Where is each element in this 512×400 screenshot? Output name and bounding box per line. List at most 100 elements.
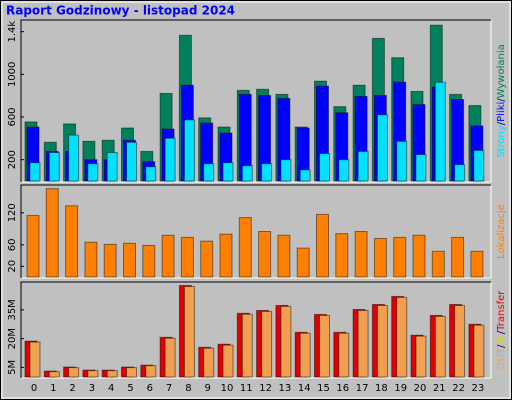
bar <box>68 134 80 182</box>
bar <box>412 234 426 278</box>
bar <box>338 159 350 182</box>
legend-entry: Strony <box>496 125 507 158</box>
bar <box>396 296 408 378</box>
bar <box>84 241 98 278</box>
legend-separator: / <box>496 330 507 334</box>
y-tick-label: 20 <box>7 260 18 273</box>
bar <box>48 371 60 378</box>
x-tick-label: 12 <box>259 383 272 394</box>
legend: Strony/Pliki/Wywołania <box>496 44 507 158</box>
bar <box>29 162 41 182</box>
bar <box>241 313 253 378</box>
bar <box>180 236 194 278</box>
bar <box>238 217 252 278</box>
bar <box>68 367 80 378</box>
legend: Lokalizacje <box>496 204 507 259</box>
bar <box>241 165 253 182</box>
bar <box>431 250 445 278</box>
bar <box>183 119 195 182</box>
bar <box>87 370 99 378</box>
bar <box>473 149 485 182</box>
legend-separator: / <box>496 98 507 102</box>
y-tick-label: 1000 <box>7 62 18 87</box>
x-tick-label: 0 <box>31 383 37 394</box>
x-tick-label: 20 <box>414 383 427 394</box>
legend-entry: Wywołania <box>496 44 507 98</box>
bar <box>222 162 234 182</box>
x-tick-label: 8 <box>185 383 191 394</box>
bar <box>393 236 407 278</box>
legend-entry: Transfer <box>496 290 507 332</box>
x-tick-label: 14 <box>298 383 311 394</box>
bar <box>434 315 446 378</box>
plot-area <box>20 184 492 279</box>
bar <box>316 213 329 278</box>
bar <box>373 237 387 278</box>
bar <box>48 152 60 182</box>
plot-area-shadow <box>20 184 491 278</box>
bar <box>376 304 388 378</box>
y-tick-label: 35M <box>7 299 18 320</box>
bar <box>299 332 311 378</box>
bar <box>376 114 388 182</box>
bar <box>396 140 408 182</box>
x-tick-label: 17 <box>356 383 369 394</box>
x-tick-label: 13 <box>279 383 292 394</box>
x-tick-label: 22 <box>452 383 465 394</box>
y-tick-label: 200 <box>7 150 18 169</box>
legend-separator: / <box>496 344 507 348</box>
y-tick-label: 5M <box>7 360 18 375</box>
legend-entry: Lokalizacje <box>496 204 507 259</box>
y-tick-label: 60 <box>7 239 18 252</box>
bar <box>200 240 214 278</box>
x-tick-label: 7 <box>166 383 172 394</box>
bar <box>87 163 99 182</box>
bar <box>338 332 350 378</box>
bar <box>161 234 175 278</box>
bar <box>145 166 157 182</box>
x-tick-label: 4 <box>108 383 114 394</box>
bar <box>261 310 273 378</box>
bar <box>299 169 311 182</box>
bar <box>357 309 369 378</box>
bar <box>415 335 427 378</box>
legend-entry: Pliki <box>496 102 507 122</box>
bar <box>280 159 292 182</box>
bar <box>357 150 369 182</box>
legend-separator: / <box>496 121 507 125</box>
x-tick-label: 16 <box>336 383 349 394</box>
bar <box>203 347 215 378</box>
legend-entry: IN <box>496 334 507 344</box>
bar <box>454 164 466 182</box>
bar <box>415 154 427 182</box>
bar <box>470 250 484 278</box>
y-tick-label: 20M <box>7 328 18 349</box>
bar <box>219 233 233 278</box>
bar <box>261 163 273 182</box>
x-tick-label: 3 <box>89 383 95 394</box>
bar <box>126 367 137 378</box>
x-tick-label: 11 <box>240 383 253 394</box>
x-tick-label: 15 <box>317 383 330 394</box>
x-tick-label: 18 <box>375 383 388 394</box>
bar <box>451 236 465 278</box>
bar <box>354 231 368 278</box>
bar <box>258 231 272 278</box>
bar <box>106 152 118 182</box>
bar <box>26 214 40 278</box>
bar <box>319 152 330 182</box>
bar <box>65 205 79 278</box>
bar <box>277 234 291 278</box>
plot-area-shadow <box>20 19 491 182</box>
chart-title: Raport Godzinowy - listopad 2024 <box>6 4 235 18</box>
bar <box>106 370 118 378</box>
bar <box>142 244 156 278</box>
legend: OUT/IN/Transfer <box>496 290 507 370</box>
bar <box>29 341 41 378</box>
x-tick-label: 19 <box>394 383 407 394</box>
bar <box>222 344 234 378</box>
bar <box>183 285 195 378</box>
x-tick-label: 23 <box>472 383 485 394</box>
